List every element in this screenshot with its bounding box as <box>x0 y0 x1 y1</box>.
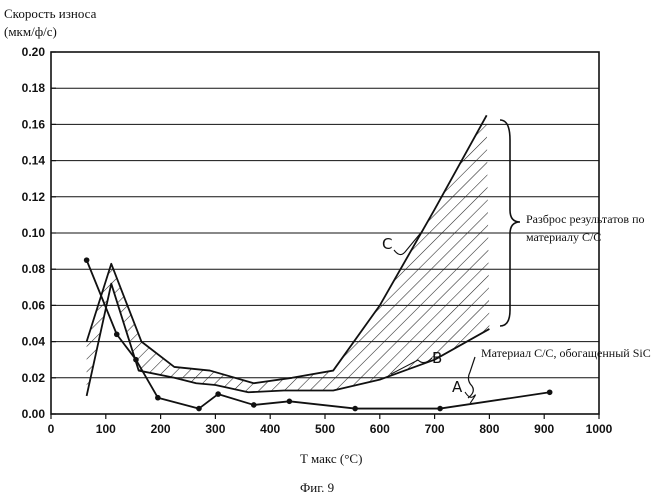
series-label-leader <box>464 391 476 404</box>
series-a-point <box>83 257 90 263</box>
y-tick-label: 0.20 <box>22 45 46 59</box>
series-label-leader <box>390 357 433 375</box>
y-tick-label: 0.04 <box>22 335 46 349</box>
x-tick-label: 700 <box>425 422 445 436</box>
x-tick-label: 0 <box>48 422 55 436</box>
series-label-b: B <box>432 349 442 367</box>
y-tick-label: 0.00 <box>22 407 46 421</box>
figure-caption: Фиг. 9 <box>300 480 334 495</box>
series-a-point <box>113 331 120 338</box>
series-a-point <box>196 405 202 412</box>
series-a-point <box>286 398 293 405</box>
series-a-point <box>215 391 221 397</box>
series-label-c: C <box>382 235 392 253</box>
x-tick-label: 900 <box>534 422 554 436</box>
axis-ticks: 0.00 0.02 0.04 0.06 0.08 0.10 0.12 0.14 0.16 0.18… <box>22 45 613 436</box>
series-a-point <box>352 405 358 412</box>
y-tick-label: 0.18 <box>22 81 46 95</box>
x-tick-label: 800 <box>479 422 499 436</box>
y-tick-label: 0.10 <box>22 226 46 240</box>
series-label-a: A <box>452 378 463 396</box>
x-tick-label: 600 <box>370 422 390 436</box>
series-a-point <box>133 356 139 363</box>
x-axis-title: T макс (°C) <box>300 451 362 466</box>
y-tick-label: 0.02 <box>22 371 46 385</box>
y-tick-label: 0.08 <box>22 262 46 276</box>
y-tick-label: 0.06 <box>22 298 46 312</box>
y-tick-label: 0.12 <box>22 190 46 204</box>
y-axis-title-line1: Скорость износа <box>4 6 97 21</box>
y-tick-label: 0.14 <box>22 154 46 168</box>
range-annotation-line1: Разброс результатов по <box>526 212 645 226</box>
x-tick-label: 300 <box>205 422 225 436</box>
series-labels: C BA <box>382 229 476 404</box>
range-brace <box>499 119 521 327</box>
y-axis-title-line2: (мкм/ф/с) <box>4 24 57 39</box>
scatter-band <box>86 115 490 396</box>
series-a-point <box>437 405 443 412</box>
range-annotation-line2: материалу С/С <box>526 230 601 244</box>
x-tick-label: 500 <box>315 422 335 436</box>
series-line-c <box>85 114 488 385</box>
sic-annotation: Материал С/С, обогащенный SiC <box>481 346 651 360</box>
series-a-point <box>546 389 553 396</box>
series-label-leader <box>393 229 425 256</box>
series-a-point <box>155 394 161 401</box>
x-tick-label: 1000 <box>586 422 613 436</box>
series-lines <box>83 114 553 412</box>
series-a-point <box>250 402 257 408</box>
x-tick-label: 100 <box>96 422 116 436</box>
x-tick-label: 200 <box>151 422 171 436</box>
sic-leader <box>467 356 476 399</box>
y-tick-label: 0.16 <box>22 117 46 131</box>
x-tick-label: 400 <box>260 422 280 436</box>
scatter-band-hatch <box>86 115 490 396</box>
